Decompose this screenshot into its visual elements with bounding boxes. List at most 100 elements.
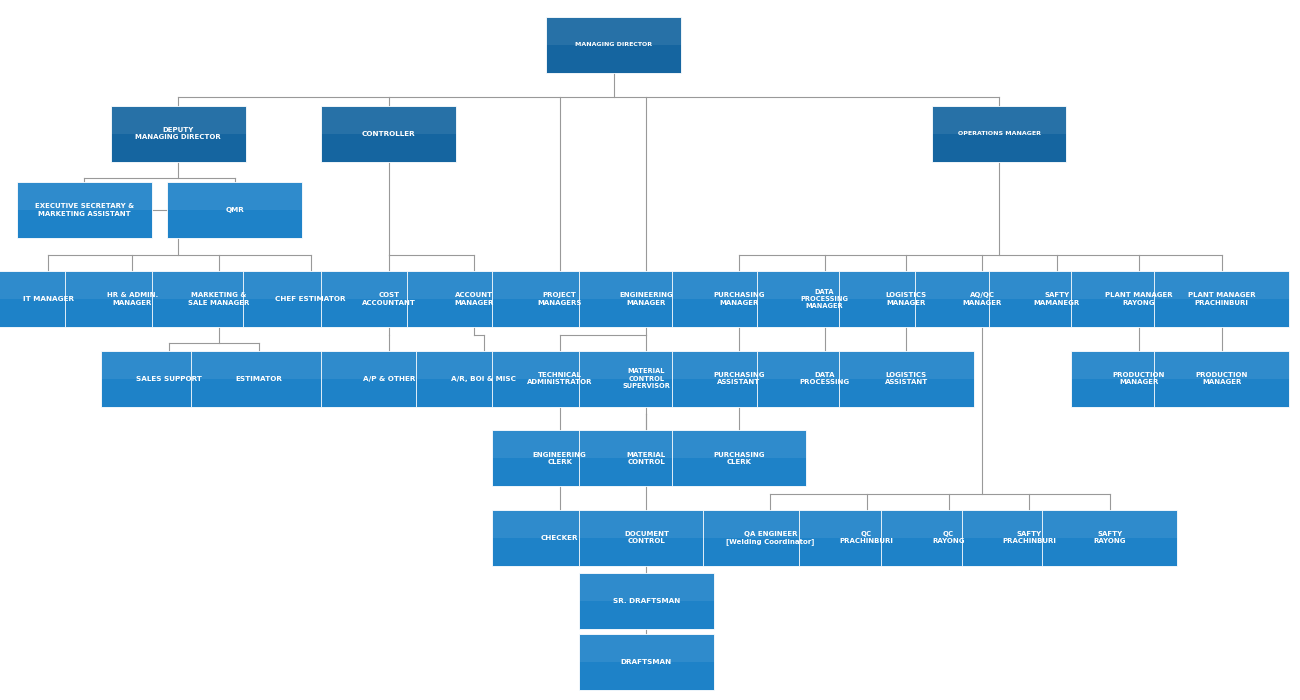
FancyBboxPatch shape (0, 271, 116, 299)
FancyBboxPatch shape (881, 510, 1015, 566)
FancyBboxPatch shape (111, 106, 246, 162)
FancyBboxPatch shape (578, 573, 714, 629)
FancyBboxPatch shape (111, 106, 246, 134)
FancyBboxPatch shape (578, 510, 714, 566)
Text: SR. DRAFTSMAN: SR. DRAFTSMAN (612, 598, 680, 604)
FancyBboxPatch shape (17, 182, 152, 210)
Text: QC
RAYONG: QC RAYONG (932, 531, 965, 545)
FancyBboxPatch shape (152, 271, 286, 327)
FancyBboxPatch shape (757, 271, 892, 299)
Text: MATERIAL
CONTROL
SUPERVISOR: MATERIAL CONTROL SUPERVISOR (623, 368, 671, 389)
Text: QMR: QMR (225, 207, 244, 213)
FancyBboxPatch shape (578, 634, 714, 690)
FancyBboxPatch shape (416, 351, 551, 379)
Text: ESTIMATOR: ESTIMATOR (235, 376, 282, 382)
Text: CHECKER: CHECKER (541, 535, 578, 540)
FancyBboxPatch shape (546, 17, 681, 73)
FancyBboxPatch shape (321, 271, 456, 327)
FancyBboxPatch shape (672, 430, 806, 458)
FancyBboxPatch shape (672, 271, 806, 327)
FancyBboxPatch shape (1043, 510, 1178, 538)
FancyBboxPatch shape (321, 351, 456, 379)
Text: PRODUCTION
MANAGER: PRODUCTION MANAGER (1113, 372, 1165, 385)
FancyBboxPatch shape (932, 106, 1066, 162)
Text: HR & ADMIN.
MANAGER: HR & ADMIN. MANAGER (107, 293, 159, 306)
FancyBboxPatch shape (672, 430, 806, 486)
FancyBboxPatch shape (168, 182, 302, 238)
FancyBboxPatch shape (838, 351, 974, 379)
Text: ACCOUNT
MANAGER: ACCOUNT MANAGER (455, 293, 494, 306)
FancyBboxPatch shape (672, 351, 806, 407)
Text: SAFTY
RAYONG: SAFTY RAYONG (1093, 531, 1126, 545)
Text: COST
ACCOUNTANT: COST ACCOUNTANT (361, 293, 416, 306)
FancyBboxPatch shape (416, 351, 551, 407)
FancyBboxPatch shape (101, 351, 235, 379)
FancyBboxPatch shape (578, 510, 714, 538)
Text: SAFTY
MAMANEGR: SAFTY MAMANEGR (1034, 293, 1080, 306)
Text: PURCHASING
MANAGER: PURCHASING MANAGER (714, 293, 764, 306)
FancyBboxPatch shape (321, 106, 456, 134)
Text: MANAGING DIRECTOR: MANAGING DIRECTOR (576, 42, 653, 47)
FancyBboxPatch shape (493, 430, 627, 486)
FancyBboxPatch shape (493, 510, 627, 566)
Text: SALES SUPPORT: SALES SUPPORT (135, 376, 202, 382)
FancyBboxPatch shape (703, 510, 837, 538)
Text: A/P & OTHER: A/P & OTHER (363, 376, 415, 382)
Text: PRODUCTION
MANAGER: PRODUCTION MANAGER (1196, 372, 1248, 385)
Text: PURCHASING
CLERK: PURCHASING CLERK (714, 452, 764, 465)
FancyBboxPatch shape (672, 271, 806, 299)
FancyBboxPatch shape (493, 430, 627, 458)
FancyBboxPatch shape (989, 271, 1124, 299)
FancyBboxPatch shape (243, 271, 378, 299)
FancyBboxPatch shape (578, 351, 714, 407)
FancyBboxPatch shape (962, 510, 1097, 566)
FancyBboxPatch shape (17, 182, 152, 238)
FancyBboxPatch shape (578, 271, 714, 299)
FancyBboxPatch shape (578, 634, 714, 662)
Text: LOGISTICS
ASSISTANT: LOGISTICS ASSISTANT (885, 372, 928, 385)
FancyBboxPatch shape (1071, 351, 1206, 407)
FancyBboxPatch shape (800, 510, 935, 538)
FancyBboxPatch shape (243, 271, 378, 327)
Text: QA ENGINEER
[Welding Coordinator]: QA ENGINEER [Welding Coordinator] (727, 531, 815, 545)
Text: PURCHASING
ASSISTANT: PURCHASING ASSISTANT (714, 372, 764, 385)
FancyBboxPatch shape (407, 271, 542, 299)
FancyBboxPatch shape (191, 351, 326, 407)
FancyBboxPatch shape (1154, 271, 1290, 299)
FancyBboxPatch shape (703, 510, 837, 566)
Text: CONTROLLER: CONTROLLER (361, 131, 416, 136)
Text: AQ/QC
MANAGER: AQ/QC MANAGER (962, 293, 1002, 306)
FancyBboxPatch shape (101, 351, 235, 407)
FancyBboxPatch shape (1071, 351, 1206, 379)
Text: MATERIAL
CONTROL: MATERIAL CONTROL (627, 452, 666, 465)
Text: SAFTY
PRACHINBURI: SAFTY PRACHINBURI (1002, 531, 1056, 545)
FancyBboxPatch shape (915, 271, 1049, 327)
FancyBboxPatch shape (932, 106, 1066, 134)
FancyBboxPatch shape (493, 351, 627, 407)
FancyBboxPatch shape (168, 182, 302, 210)
Text: TECHNICAL
ADMINISTRATOR: TECHNICAL ADMINISTRATOR (526, 372, 593, 385)
FancyBboxPatch shape (578, 430, 714, 486)
Text: A/R, BOI & MISC: A/R, BOI & MISC (451, 376, 516, 382)
FancyBboxPatch shape (578, 351, 714, 379)
FancyBboxPatch shape (881, 510, 1015, 538)
FancyBboxPatch shape (838, 271, 974, 327)
FancyBboxPatch shape (493, 351, 627, 379)
FancyBboxPatch shape (321, 106, 456, 162)
Text: PLANT MANAGER
PRACHINBURI: PLANT MANAGER PRACHINBURI (1188, 293, 1256, 306)
FancyBboxPatch shape (0, 271, 116, 327)
Text: ENGINEERING
CLERK: ENGINEERING CLERK (533, 452, 586, 465)
FancyBboxPatch shape (321, 271, 456, 299)
Text: DATA
PROCESSING
MANAGER: DATA PROCESSING MANAGER (801, 289, 849, 309)
Text: CHEF ESTIMATOR: CHEF ESTIMATOR (276, 296, 346, 302)
Text: EXECUTIVE SECRETARY &
MARKETING ASSISTANT: EXECUTIVE SECRETARY & MARKETING ASSISTAN… (35, 204, 134, 216)
Text: DATA
PROCESSING: DATA PROCESSING (800, 372, 850, 385)
FancyBboxPatch shape (578, 573, 714, 601)
FancyBboxPatch shape (65, 271, 200, 299)
Text: DRAFTSMAN: DRAFTSMAN (621, 659, 672, 665)
Text: ENGINEERING
MANAGER: ENGINEERING MANAGER (620, 293, 673, 306)
Text: MARKETING &
SALE MANAGER: MARKETING & SALE MANAGER (188, 293, 250, 306)
Text: LOGISTICS
MANAGER: LOGISTICS MANAGER (885, 293, 927, 306)
FancyBboxPatch shape (672, 351, 806, 379)
Text: PLANT MANAGER
RAYONG: PLANT MANAGER RAYONG (1105, 293, 1173, 306)
